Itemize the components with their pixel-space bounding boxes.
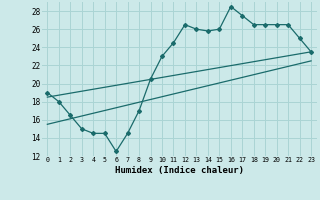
X-axis label: Humidex (Indice chaleur): Humidex (Indice chaleur) (115, 166, 244, 175)
